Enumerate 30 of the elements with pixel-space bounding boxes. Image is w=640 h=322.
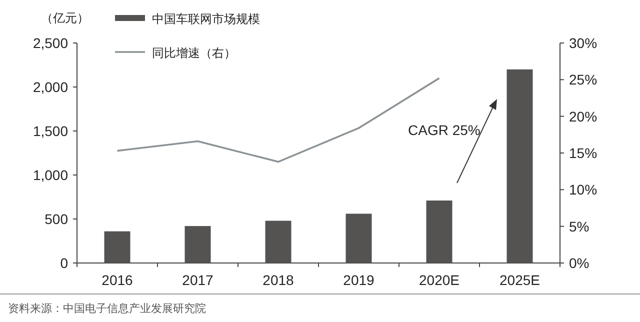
- legend-label: 同比增速（右）: [152, 46, 236, 60]
- y-axis-title: （亿元）: [41, 11, 89, 25]
- y2-tick-label: 10%: [569, 182, 598, 198]
- y2-tick-label: 25%: [569, 72, 598, 88]
- bar: [265, 220, 292, 263]
- x-tick-label: 2017: [182, 272, 214, 288]
- bar: [426, 200, 452, 263]
- bar: [184, 226, 211, 263]
- y-tick-label: 2,000: [32, 79, 68, 95]
- y-tick-label: 1,500: [32, 123, 68, 139]
- x-tick-label: 2016: [102, 272, 134, 288]
- y-tick-label: 2,500: [32, 35, 68, 51]
- y2-tick-label: 20%: [569, 108, 598, 124]
- x-tick-label: 2025E: [500, 272, 540, 288]
- x-tick-label: 2019: [343, 272, 375, 288]
- y2-tick-label: 5%: [569, 218, 590, 234]
- y-tick-label: 500: [44, 211, 68, 227]
- text: 资料来源：中国电子信息产业发展研究院: [8, 302, 206, 315]
- y2-tick-label: 30%: [569, 35, 598, 51]
- x-tick-label: 2020E: [419, 272, 460, 288]
- y-tick-label: 1,000: [32, 167, 68, 183]
- annotation: CAGR 25%: [408, 122, 480, 138]
- x-tick-label: 2018: [262, 272, 294, 288]
- y-tick-label: 0: [60, 255, 68, 271]
- y2-tick-label: 0%: [569, 255, 590, 271]
- bar: [104, 231, 130, 263]
- legend-label: 中国车联网市场规模: [152, 12, 260, 26]
- bar: [506, 69, 533, 263]
- bar: [346, 214, 372, 263]
- y2-tick-label: 15%: [569, 145, 598, 161]
